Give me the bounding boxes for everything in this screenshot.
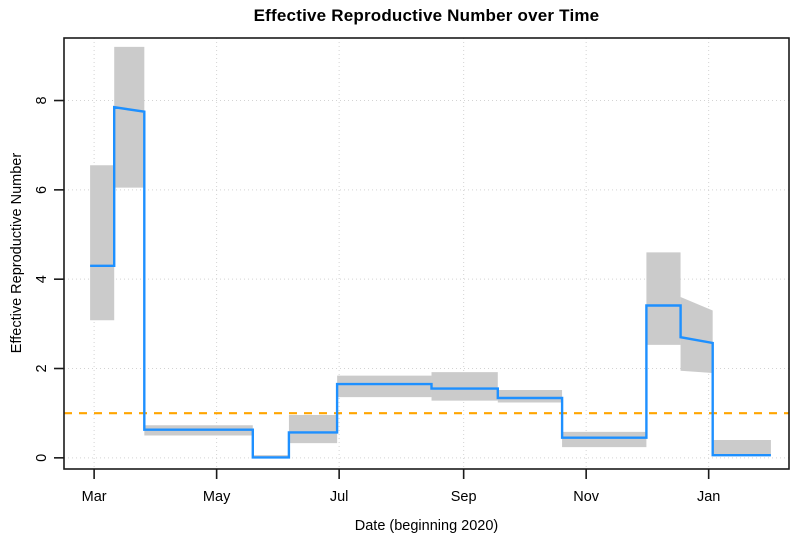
x-tick-label: Sep: [451, 489, 477, 505]
ci-band-segment: [90, 165, 115, 321]
x-tick-label: May: [203, 489, 231, 505]
rt-step-line: [90, 105, 771, 459]
ci-band-segment: [497, 389, 563, 403]
ci-band-segment: [712, 439, 771, 457]
y-tick-label: 8: [34, 96, 50, 104]
plot-box: [63, 37, 790, 470]
ci-band-segment: [680, 297, 713, 373]
y-tick-label: 6: [34, 186, 50, 194]
y-tick-label: 0: [34, 454, 50, 462]
x-axis-label: Date (beginning 2020): [354, 518, 499, 534]
ci-band-segment: [431, 372, 498, 401]
ci-band-segment: [562, 431, 647, 448]
ci-band-segment: [288, 414, 338, 444]
x-tick-label: Nov: [573, 489, 600, 505]
x-tick-label: Mar: [82, 489, 107, 505]
y-tick-label: 4: [34, 275, 50, 283]
ci-band-segment: [646, 252, 681, 345]
chart-title: Effective Reproductive Number over Time: [253, 6, 600, 25]
x-tick-label: Jul: [330, 489, 349, 505]
y-tick-label: 2: [34, 364, 50, 372]
ci-band-segment: [337, 375, 432, 398]
ci-band-segment: [114, 46, 145, 188]
x-tick-label: Jan: [697, 489, 720, 505]
